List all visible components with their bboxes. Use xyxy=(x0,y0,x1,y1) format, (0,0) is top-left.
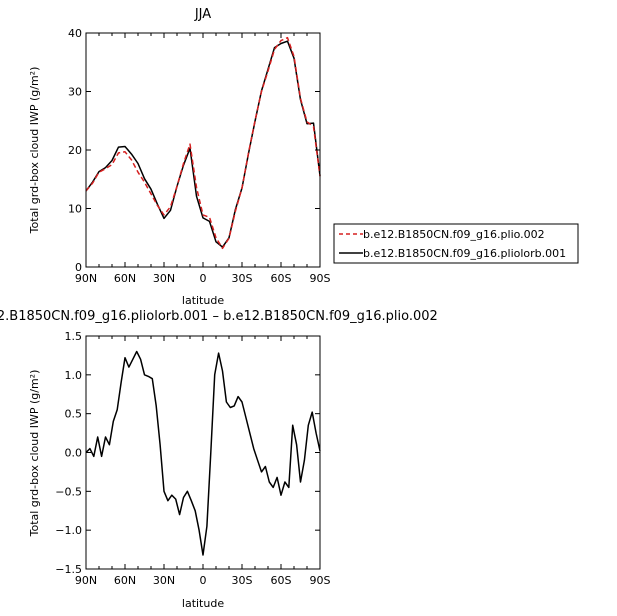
x-tick-label: 90N xyxy=(75,272,97,285)
y-tick-label: 30 xyxy=(68,86,82,99)
bottom-chart-title: b.e12.B1850CN.f09_g16.pliolorb.001 – b.e… xyxy=(0,309,438,324)
series-line xyxy=(85,40,321,248)
x-tick-label: 60S xyxy=(271,272,292,285)
series-line xyxy=(85,350,321,556)
y-tick-label: 1.0 xyxy=(65,369,83,382)
x-tick-label: 60N xyxy=(114,272,136,285)
legend: b.e12.B1850CN.f09_g16.plio.002 b.e12.B18… xyxy=(333,223,579,264)
top-panel: JJA 90N 60N 30N 0 30S 60S 90S 0 10 20 30 40 latitud… xyxy=(28,7,331,307)
x-tick-label: 0 xyxy=(200,272,207,285)
x-tick-label: 30S xyxy=(232,574,253,587)
x-tick-label: 90S xyxy=(310,574,331,587)
x-tick-label: 60S xyxy=(271,574,292,587)
y-tick-label: 40 xyxy=(68,27,82,40)
legend-label-pliolorb: b.e12.B1850CN.f09_g16.pliolorb.001 xyxy=(363,247,566,260)
bottom-y-axis-title: Total grd-box cloud IWP (g/m²) xyxy=(28,370,41,538)
y-tick-label: −1.0 xyxy=(55,524,82,537)
y-tick-label: 10 xyxy=(68,203,82,216)
x-tick-label: 90S xyxy=(310,272,331,285)
y-tick-label: −1.5 xyxy=(55,563,82,576)
x-tick-label: 30S xyxy=(232,272,253,285)
x-tick-label: 0 xyxy=(200,574,207,587)
x-tick-label: 90N xyxy=(75,574,97,587)
y-tick-label: −0.5 xyxy=(55,485,82,498)
top-x-axis-title: latitude xyxy=(182,294,224,307)
x-tick-label: 60N xyxy=(114,574,136,587)
legend-box xyxy=(333,223,579,264)
y-tick-label: 0.0 xyxy=(65,447,83,460)
y-tick-label: 0 xyxy=(75,261,82,274)
y-tick-label: 1.5 xyxy=(65,330,83,343)
y-tick-label: 20 xyxy=(68,144,82,157)
x-tick-label: 30N xyxy=(153,574,175,587)
bottom-panel: b.e12.B1850CN.f09_g16.pliolorb.001 – b.e… xyxy=(0,309,438,610)
top-chart-title: JJA xyxy=(194,7,211,22)
top-plot-frame xyxy=(85,32,321,268)
series-line xyxy=(85,36,321,250)
x-tick-label: 30N xyxy=(153,272,175,285)
top-y-axis-title: Total grd-box cloud IWP (g/m²) xyxy=(28,67,41,235)
bottom-plot-frame xyxy=(85,335,321,570)
bottom-x-axis-title: latitude xyxy=(182,597,224,610)
y-tick-label: 0.5 xyxy=(65,408,83,421)
legend-label-plio: b.e12.B1850CN.f09_g16.plio.002 xyxy=(363,228,545,241)
